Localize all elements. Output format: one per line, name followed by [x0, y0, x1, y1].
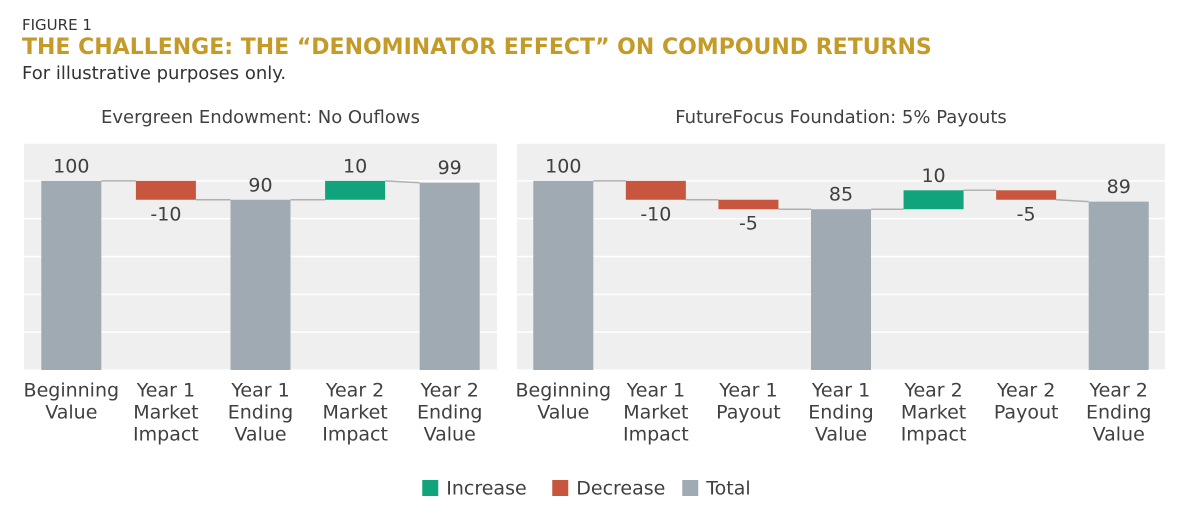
legend-label: Total	[705, 478, 750, 500]
x-tick-label: Value	[45, 402, 97, 424]
page-title: THE CHALLENGE: THE “DENOMINATOR EFFECT” …	[22, 35, 932, 60]
chart-title: Evergreen Endowment: No Ouflows	[101, 107, 420, 128]
bar	[718, 199, 779, 210]
x-tick-label: Year 1	[718, 380, 777, 402]
value-label: 100	[53, 155, 89, 177]
x-tick-label: Market	[901, 402, 966, 424]
x-tick-label: Year 2	[1089, 380, 1148, 402]
x-tick-label: Market	[623, 402, 688, 424]
x-tick-label: Ending	[1086, 402, 1152, 424]
x-tick-label: Ending	[417, 402, 483, 424]
x-tick-label: Payout	[716, 402, 781, 424]
bar	[135, 180, 196, 200]
x-tick-label: Value	[537, 402, 589, 424]
connector	[1056, 199, 1089, 203]
legend-swatch	[422, 480, 439, 496]
x-tick-label: Ending	[808, 402, 874, 424]
legend-swatch	[552, 480, 569, 496]
x-tick-label: Market	[133, 402, 198, 424]
legend-label: Decrease	[576, 478, 665, 500]
x-tick-label: Year 2	[903, 380, 962, 402]
value-label: 10	[921, 165, 945, 187]
x-tick-label: Impact	[133, 424, 199, 446]
bar	[533, 180, 594, 370]
bar	[325, 180, 386, 200]
bar	[230, 199, 291, 370]
figure-label: FIGURE 1	[22, 16, 92, 34]
bar	[811, 209, 871, 370]
bar	[996, 190, 1057, 200]
x-tick-label: Value	[1093, 424, 1145, 446]
x-tick-label: Year 2	[420, 380, 479, 402]
x-tick-label: Ending	[228, 402, 294, 424]
value-label: 90	[248, 174, 272, 196]
x-tick-label: Impact	[623, 424, 689, 446]
value-label: 99	[438, 157, 462, 179]
chart-title: FutureFocus Foundation: 5% Payouts	[675, 107, 1007, 128]
connector	[385, 180, 420, 184]
x-tick-label: Year 1	[626, 380, 685, 402]
value-label: -10	[640, 203, 671, 225]
bar	[625, 180, 686, 200]
x-tick-label: Impact	[322, 424, 388, 446]
x-tick-label: Year 1	[136, 380, 195, 402]
bar	[419, 182, 480, 370]
bar	[41, 180, 102, 370]
legend-label: Increase	[446, 478, 526, 500]
value-label: -10	[150, 203, 181, 225]
x-tick-label: Value	[234, 424, 286, 446]
bar	[1088, 201, 1149, 370]
value-label: 89	[1107, 176, 1131, 198]
value-label: 85	[829, 184, 853, 206]
x-tick-label: Value	[815, 424, 867, 446]
x-tick-label: Year 2	[325, 380, 384, 402]
x-tick-label: Beginning	[24, 380, 120, 402]
x-tick-label: Year 1	[811, 380, 870, 402]
x-tick-label: Year 2	[996, 380, 1055, 402]
value-label: 10	[343, 155, 367, 177]
x-tick-label: Beginning	[516, 380, 612, 402]
value-label: 100	[545, 155, 581, 177]
legend-swatch	[682, 480, 699, 496]
value-label: -5	[739, 213, 758, 235]
x-tick-label: Year 1	[230, 380, 289, 402]
value-label: -5	[1017, 203, 1036, 225]
bar	[903, 190, 964, 210]
x-tick-label: Market	[322, 402, 387, 424]
page-subtitle: For illustrative purposes only.	[22, 63, 287, 84]
x-tick-label: Value	[424, 424, 476, 446]
x-tick-label: Payout	[994, 402, 1059, 424]
x-tick-label: Impact	[901, 424, 967, 446]
